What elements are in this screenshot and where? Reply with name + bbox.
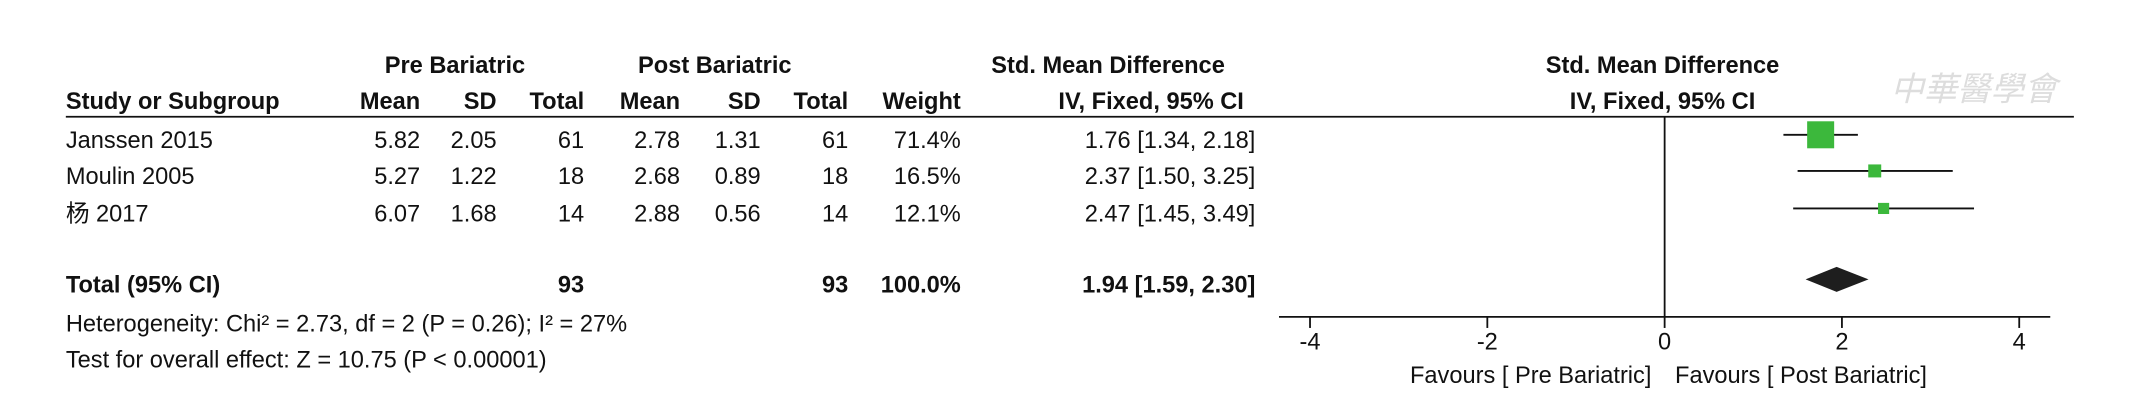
study-name: Moulin 2005 (66, 164, 195, 190)
total-post: 93 (822, 273, 848, 299)
pre-cell: 14 (558, 202, 584, 228)
plot-header: Std. Mean Difference (1546, 53, 1780, 79)
x-tick-label: -2 (1477, 329, 1498, 355)
x-tick-label: 0 (1658, 329, 1671, 355)
column-header: Total (794, 89, 849, 115)
post-cell: 2.88 (634, 202, 680, 228)
total-ci-label: 1.94 [1.59, 2.30] (1082, 273, 1255, 299)
effect-square (1868, 164, 1882, 178)
column-header: Study or Subgroup (66, 89, 280, 115)
post-cell: 18 (822, 164, 848, 190)
weight: 71.4% (894, 128, 961, 154)
column-header: Mean (620, 89, 680, 115)
total-diamond (1805, 266, 1869, 292)
x-tick-label: -4 (1300, 329, 1321, 355)
group-header: Pre Bariatric (385, 53, 525, 79)
x-tick-label: 4 (2013, 329, 2026, 355)
total-name: Total (95% CI) (66, 273, 220, 299)
post-cell: 2.78 (634, 128, 680, 154)
total-weight: 100.0% (881, 273, 961, 299)
study-name: Janssen 2015 (66, 128, 213, 154)
column-header: SD (464, 89, 497, 115)
favours-left: Favours [ Pre Bariatric] (1410, 363, 1651, 389)
post-cell: 61 (822, 128, 848, 154)
ci-label: 2.47 [1.45, 3.49] (1085, 202, 1256, 228)
overall-effect: Test for overall effect: Z = 10.75 (P < … (66, 348, 547, 374)
column-header: Total (530, 89, 585, 115)
method-header: IV, Fixed, 95% CI (1058, 89, 1243, 115)
post-cell: 0.89 (715, 164, 761, 190)
favours-right: Favours [ Post Bariatric] (1675, 363, 1927, 389)
weight: 16.5% (894, 164, 961, 190)
group-header: Post Bariatric (638, 53, 792, 79)
post-cell: 1.31 (715, 128, 761, 154)
pre-cell: 6.07 (374, 202, 420, 228)
effect-square (1878, 202, 1890, 215)
ci-label: 1.76 [1.34, 2.18] (1085, 128, 1256, 154)
pre-cell: 18 (558, 164, 584, 190)
post-cell: 2.68 (634, 164, 680, 190)
study-name: 杨 2017 (66, 201, 149, 228)
pre-cell: 5.27 (374, 164, 420, 190)
pre-cell: 1.68 (451, 202, 497, 228)
effect-header: Std. Mean Difference (991, 53, 1225, 79)
pre-cell: 5.82 (374, 128, 420, 154)
watermark: 中華醫學會 (1890, 72, 2061, 109)
post-cell: 14 (822, 202, 848, 228)
weight: 12.1% (894, 202, 961, 228)
pre-cell: 2.05 (451, 128, 497, 154)
ci-label: 2.37 [1.50, 3.25] (1085, 164, 1256, 190)
post-cell: 0.56 (715, 202, 761, 228)
column-header: SD (728, 89, 761, 115)
heterogeneity: Heterogeneity: Chi² = 2.73, df = 2 (P = … (66, 311, 627, 337)
column-header: Weight (883, 89, 961, 115)
total-pre: 93 (558, 273, 584, 299)
plot-method-header: IV, Fixed, 95% CI (1570, 89, 1755, 115)
effect-square (1807, 121, 1835, 149)
x-tick-label: 2 (1835, 329, 1848, 355)
pre-cell: 1.22 (451, 164, 497, 190)
pre-cell: 61 (558, 128, 584, 154)
column-header: Mean (360, 89, 420, 115)
